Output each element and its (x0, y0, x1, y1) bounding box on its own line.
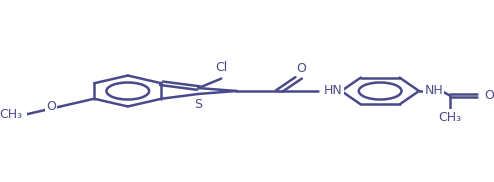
Text: S: S (194, 98, 203, 111)
Text: Cl: Cl (215, 61, 227, 74)
Text: O: O (296, 62, 306, 75)
Text: O: O (46, 100, 56, 113)
Text: HN: HN (324, 84, 343, 98)
Text: CH₃: CH₃ (0, 108, 22, 121)
Text: NH: NH (424, 84, 443, 98)
Text: CH₃: CH₃ (439, 111, 461, 124)
Text: O: O (484, 89, 494, 102)
